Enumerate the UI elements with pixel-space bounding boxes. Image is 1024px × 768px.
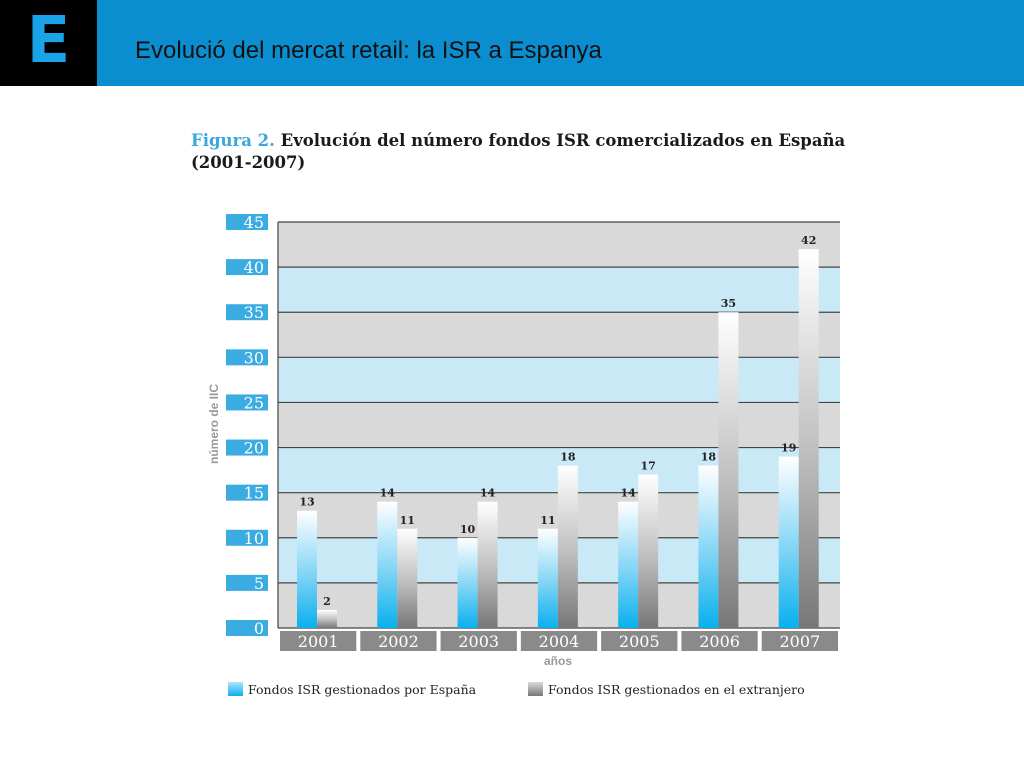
x-tick-label: 2001 <box>298 632 339 651</box>
bar-foreign <box>317 609 337 628</box>
y-tick-label: 30 <box>244 348 264 367</box>
y-tick-tab <box>226 304 268 321</box>
value-label: 14 <box>620 487 636 500</box>
bar-foreign <box>477 501 498 628</box>
bar-spain <box>698 465 719 628</box>
value-label: 10 <box>460 523 476 536</box>
x-tick-label: 2002 <box>378 632 419 651</box>
year-tab <box>360 631 437 651</box>
legend-swatch-foreign <box>528 682 543 696</box>
value-label: 14 <box>380 487 396 500</box>
value-label: 42 <box>801 234 816 247</box>
y-tick-label: 25 <box>244 393 264 412</box>
y-tick-tab <box>226 484 268 501</box>
legend-swatch-spain <box>228 682 243 696</box>
bar-spain <box>618 501 639 628</box>
year-tab <box>440 631 517 651</box>
figure-caption-text: Evolución del número fondos ISR comercia… <box>191 131 846 172</box>
year-tab <box>761 631 838 651</box>
plot-band <box>278 357 840 403</box>
y-tick-label: 10 <box>244 529 264 548</box>
bar-foreign <box>397 528 418 628</box>
value-label: 11 <box>400 514 415 527</box>
plot-band <box>278 222 840 268</box>
value-label: 19 <box>781 442 796 455</box>
year-tab <box>280 631 357 651</box>
y-axis-tick-labels: 0 5 10 15 20 25 30 35 40 45 <box>226 213 268 638</box>
plot-band <box>278 402 840 448</box>
bar-foreign <box>557 465 578 628</box>
x-axis-label: años <box>544 654 572 668</box>
y-tick-tab <box>226 574 268 591</box>
logo: E <box>0 0 97 86</box>
value-label: 18 <box>560 451 576 464</box>
year-tab <box>520 631 598 651</box>
bar-foreign <box>798 249 819 629</box>
bar-spain <box>457 537 478 628</box>
value-label: 17 <box>640 460 655 473</box>
slide-title: Evolució del mercat retail: la ISR a Esp… <box>135 37 602 64</box>
y-tick-label: 0 <box>254 619 264 638</box>
legend-label: Fondos ISR gestionados por España <box>248 682 477 697</box>
value-label: 13 <box>299 496 314 509</box>
y-tick-tab <box>226 214 268 230</box>
year-tab <box>601 631 678 651</box>
figure-label: Figura 2. <box>191 131 275 150</box>
logo-letter: E <box>26 4 71 78</box>
y-tick-tab <box>226 394 268 411</box>
value-label: 18 <box>701 451 717 464</box>
legend-label: Fondos ISR gestionados en el extranjero <box>548 682 805 697</box>
y-tick-label: 15 <box>244 484 264 503</box>
bar-spain <box>377 501 398 628</box>
y-tick-tab <box>226 529 268 546</box>
value-label: 14 <box>480 487 496 500</box>
x-tick-label: 2007 <box>779 632 820 651</box>
y-tick-tab <box>226 259 268 276</box>
bar-spain <box>778 456 799 628</box>
x-tick-label: 2006 <box>699 632 740 651</box>
y-tick-tab <box>226 349 268 366</box>
year-tab <box>681 631 758 651</box>
figure-caption: Figura 2. Evolución del número fondos IS… <box>191 130 881 174</box>
bar-foreign <box>718 312 739 628</box>
y-tick-tab <box>226 439 268 456</box>
y-axis-label: número de IIC <box>207 384 221 464</box>
bar-spain <box>297 510 317 628</box>
x-tick-label: 2004 <box>539 632 580 651</box>
x-tick-label: 2003 <box>458 632 499 651</box>
slide-header: E Evolució del mercat retail: la ISR a E… <box>0 0 1024 86</box>
y-tick-label: 40 <box>244 258 264 277</box>
legend: Fondos ISR gestionados por España Fondos … <box>228 682 805 697</box>
plot-band <box>278 312 840 358</box>
value-label: 35 <box>721 297 736 310</box>
value-label: 2 <box>323 595 331 608</box>
y-tick-label: 45 <box>244 213 264 232</box>
bar-foreign <box>638 474 659 628</box>
x-tick-label: 2005 <box>619 632 660 651</box>
y-tick-tab <box>226 620 268 636</box>
y-tick-label: 35 <box>244 303 264 322</box>
bar-spain <box>537 528 558 628</box>
y-tick-label: 5 <box>254 574 264 593</box>
y-tick-label: 20 <box>244 439 264 458</box>
value-label: 11 <box>540 514 555 527</box>
plot-band <box>278 267 840 313</box>
x-axis-tick-labels: 2001 2002 2003 2004 2005 2006 2007 <box>280 631 838 651</box>
bars: 13 2 14 11 10 14 11 18 14 17 18 35 19 42 <box>297 234 819 629</box>
